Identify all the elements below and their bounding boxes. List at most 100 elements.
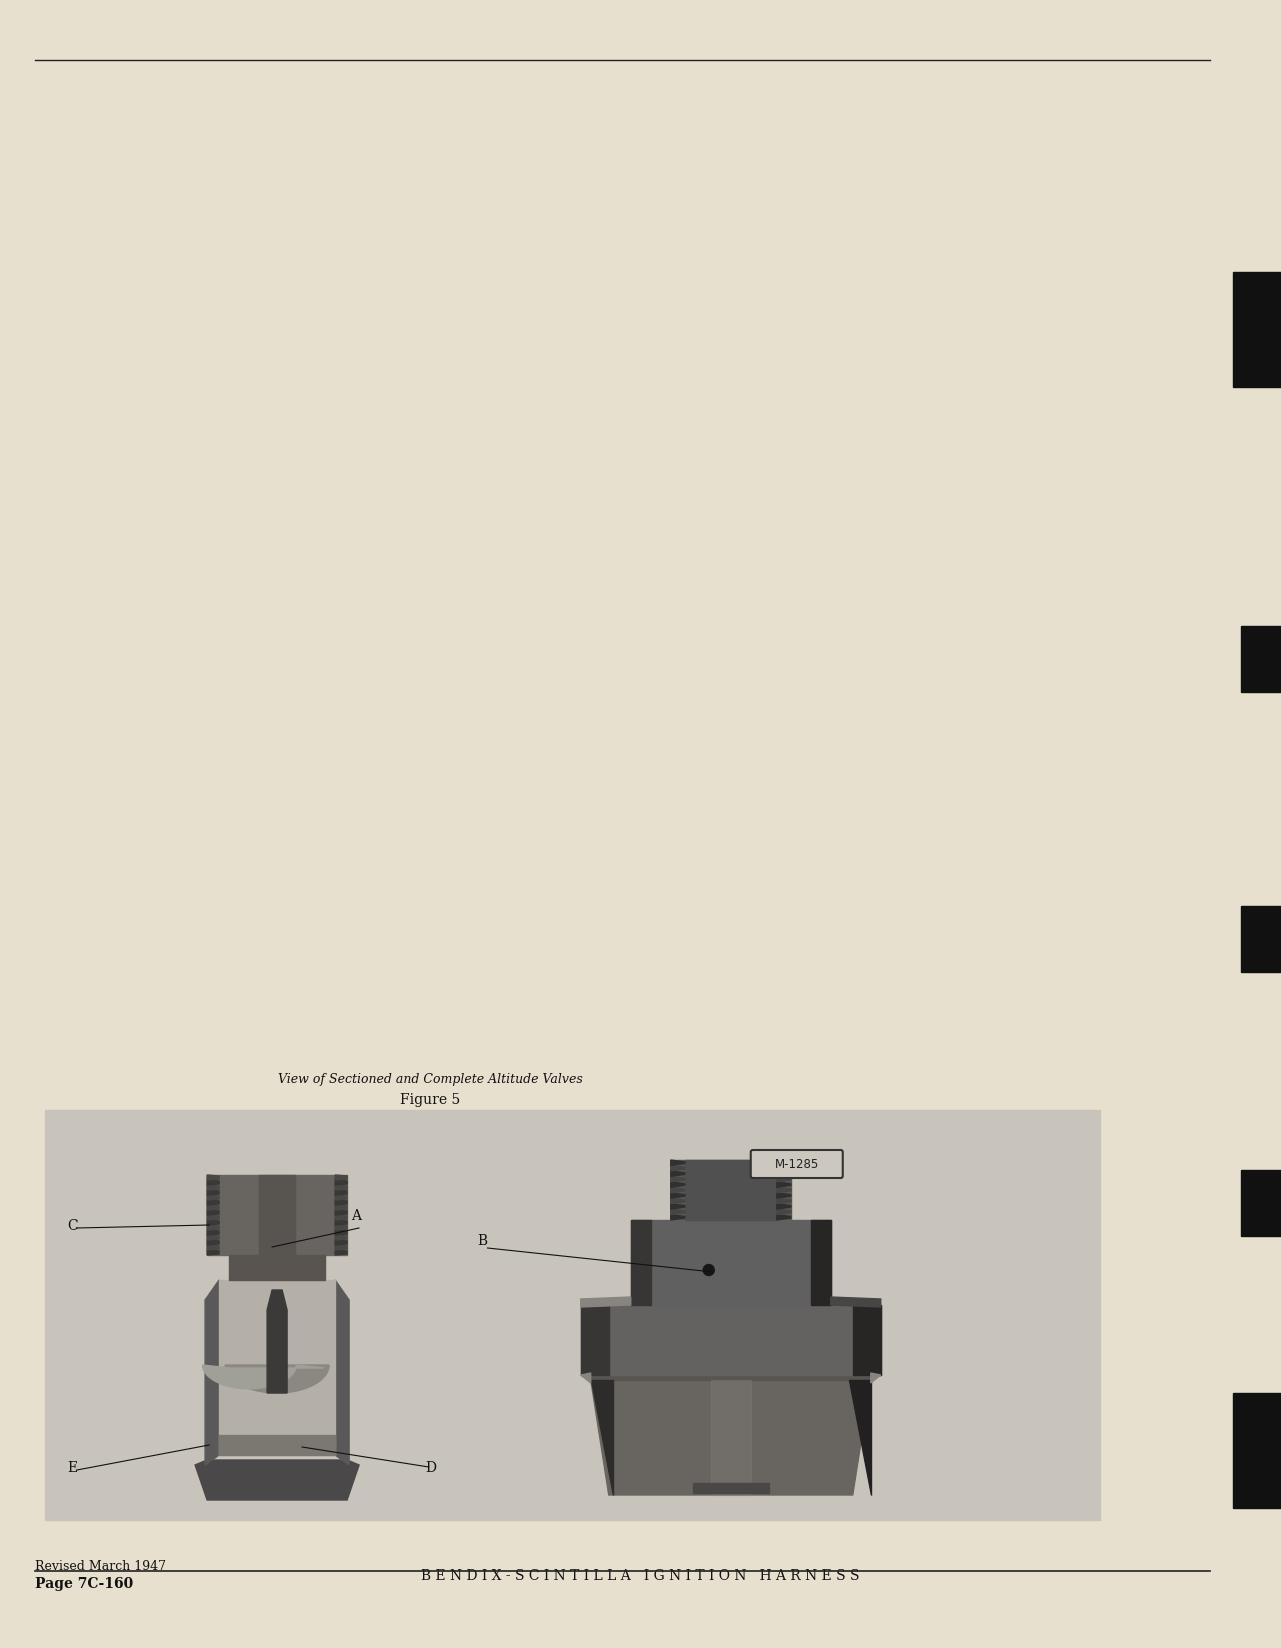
Polygon shape [208, 1224, 219, 1229]
Polygon shape [591, 1374, 871, 1379]
Polygon shape [776, 1215, 790, 1220]
Polygon shape [336, 1249, 347, 1256]
Polygon shape [671, 1165, 685, 1172]
Polygon shape [776, 1198, 790, 1203]
Polygon shape [208, 1185, 219, 1190]
Polygon shape [580, 1297, 630, 1307]
Polygon shape [336, 1215, 347, 1220]
Polygon shape [671, 1198, 685, 1203]
Polygon shape [229, 1256, 325, 1280]
Text: E: E [67, 1462, 77, 1475]
Polygon shape [671, 1177, 685, 1182]
Polygon shape [671, 1182, 685, 1187]
Bar [1241, 626, 1281, 692]
Polygon shape [871, 1373, 881, 1383]
Text: Figure 5: Figure 5 [400, 1093, 460, 1107]
Polygon shape [259, 1175, 295, 1256]
Polygon shape [208, 1210, 219, 1215]
Polygon shape [630, 1220, 651, 1305]
Polygon shape [208, 1175, 219, 1180]
Polygon shape [208, 1200, 219, 1205]
Text: Page 7C-160: Page 7C-160 [35, 1577, 133, 1590]
Text: D: D [425, 1462, 436, 1475]
Polygon shape [208, 1220, 219, 1224]
Polygon shape [202, 1365, 324, 1389]
Polygon shape [776, 1203, 790, 1210]
Polygon shape [208, 1205, 219, 1210]
Bar [1234, 272, 1281, 387]
Polygon shape [205, 1280, 219, 1465]
Polygon shape [671, 1210, 685, 1215]
Polygon shape [268, 1290, 287, 1393]
Bar [45, 1111, 1100, 1519]
Polygon shape [776, 1177, 790, 1182]
Polygon shape [776, 1182, 790, 1187]
Bar [1241, 1170, 1281, 1236]
Polygon shape [336, 1234, 347, 1239]
Polygon shape [336, 1190, 347, 1195]
Polygon shape [776, 1165, 790, 1172]
Polygon shape [671, 1160, 790, 1220]
Text: B E N D I X - S C I N T I L L A   I G N I T I O N   H A R N E S S: B E N D I X - S C I N T I L L A I G N I … [420, 1569, 860, 1584]
Polygon shape [711, 1379, 751, 1495]
Text: C: C [67, 1220, 78, 1233]
Polygon shape [208, 1175, 347, 1256]
Text: B: B [478, 1234, 488, 1248]
Polygon shape [671, 1215, 685, 1220]
Polygon shape [776, 1193, 790, 1198]
Polygon shape [336, 1200, 347, 1205]
Text: M-1285: M-1285 [775, 1157, 819, 1170]
Polygon shape [811, 1220, 831, 1305]
Polygon shape [336, 1239, 347, 1244]
Polygon shape [208, 1234, 219, 1239]
Polygon shape [671, 1203, 685, 1210]
Polygon shape [671, 1160, 685, 1165]
Polygon shape [776, 1172, 790, 1177]
Polygon shape [208, 1180, 219, 1185]
Polygon shape [591, 1379, 871, 1495]
Text: Revised March 1947: Revised March 1947 [35, 1561, 167, 1572]
Polygon shape [336, 1229, 347, 1234]
Polygon shape [336, 1244, 347, 1249]
Polygon shape [853, 1305, 881, 1374]
Polygon shape [580, 1373, 591, 1383]
Polygon shape [208, 1215, 219, 1220]
Polygon shape [336, 1280, 350, 1465]
Polygon shape [336, 1180, 347, 1185]
Text: A: A [351, 1210, 361, 1223]
Polygon shape [208, 1239, 219, 1244]
Polygon shape [208, 1249, 219, 1256]
Polygon shape [776, 1160, 790, 1165]
Bar [1241, 906, 1281, 972]
Polygon shape [208, 1244, 219, 1249]
Polygon shape [671, 1172, 685, 1177]
Bar [1234, 1393, 1281, 1508]
Polygon shape [336, 1185, 347, 1190]
Polygon shape [208, 1229, 219, 1234]
Polygon shape [219, 1280, 336, 1455]
Polygon shape [671, 1187, 685, 1193]
Polygon shape [336, 1175, 347, 1180]
Polygon shape [336, 1220, 347, 1224]
Polygon shape [693, 1483, 769, 1493]
Polygon shape [336, 1224, 347, 1229]
Polygon shape [580, 1305, 881, 1374]
Polygon shape [776, 1187, 790, 1193]
Polygon shape [685, 1160, 776, 1220]
FancyBboxPatch shape [751, 1150, 843, 1178]
Polygon shape [336, 1210, 347, 1215]
Polygon shape [195, 1460, 359, 1500]
Polygon shape [831, 1297, 881, 1307]
Polygon shape [580, 1305, 608, 1374]
Polygon shape [208, 1190, 219, 1195]
Polygon shape [776, 1210, 790, 1215]
Polygon shape [219, 1435, 336, 1455]
Ellipse shape [703, 1264, 715, 1276]
Polygon shape [336, 1195, 347, 1200]
Polygon shape [849, 1379, 871, 1495]
Polygon shape [630, 1220, 831, 1305]
Polygon shape [671, 1193, 685, 1198]
Text: View of Sectioned and Complete Altitude Valves: View of Sectioned and Complete Altitude … [278, 1073, 583, 1086]
Polygon shape [208, 1195, 219, 1200]
Polygon shape [225, 1365, 329, 1393]
